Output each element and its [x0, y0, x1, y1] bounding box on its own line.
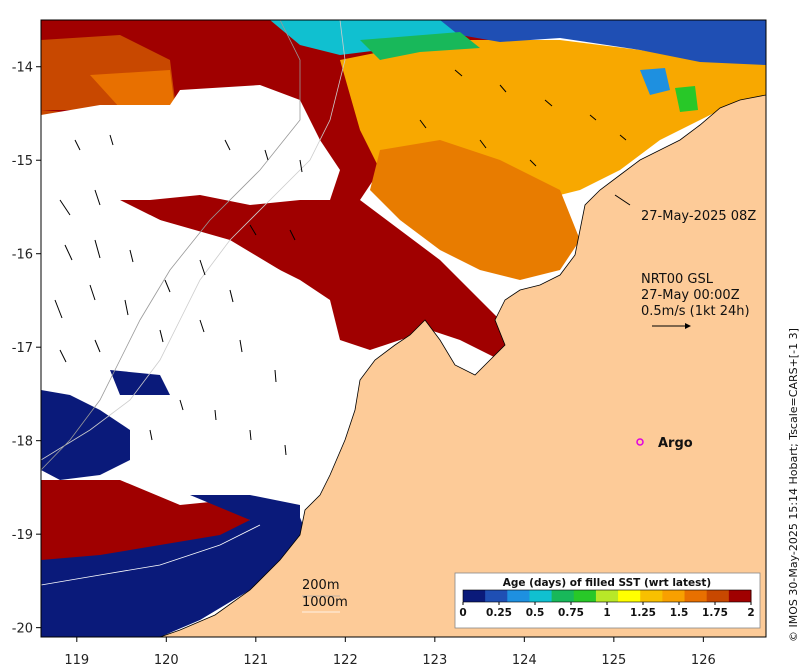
colorbar-tick-label: 1.5: [670, 607, 689, 619]
credit-text: © IMOS 30-May-2025 15:14 Hobart; Tscale=…: [787, 328, 800, 642]
x-tick-label: 122: [333, 653, 358, 668]
argo-label: Argo: [658, 436, 693, 451]
current-arrows: [54, 69, 627, 456]
colorbar-title: Age (days) of filled SST (wrt latest): [503, 577, 711, 589]
sst-age-2-region-central: [90, 195, 510, 360]
sst-age-blue-top: [430, 20, 766, 65]
x-tick-label: 125: [601, 653, 626, 668]
colorbar-tick-label: 0: [459, 607, 466, 619]
contour-1000m: [41, 20, 301, 471]
x-tick-label: 119: [64, 653, 89, 668]
current-time: 27-May 00:00Z: [641, 288, 740, 303]
y-tick-label: -14: [12, 61, 33, 76]
x-tick-label: 121: [243, 653, 268, 668]
map-area: [41, 20, 766, 637]
y-axis: -14 -15 -16 -17 -18 -19 -20: [12, 61, 41, 637]
sst-age-0-patch-small: [110, 370, 170, 395]
colorbar-tick-label: 0.75: [558, 607, 584, 619]
y-tick-label: -20: [12, 622, 33, 637]
sst-age-0-region-west: [41, 390, 130, 480]
colorbar-swatch: [706, 590, 730, 602]
timestamp-label: 27-May-2025 08Z: [641, 209, 756, 224]
x-axis: 119 120 121 122 123 124 125 126: [64, 637, 716, 668]
x-tick-label: 126: [691, 653, 716, 668]
colorbar-ticks: 0 0.25 0.5 0.75 1 1.25 1.5 1.75 2: [459, 602, 755, 619]
sst-age-lightblue-patch: [640, 68, 670, 95]
colorbar-swatch: [529, 590, 553, 602]
contour-200m: [41, 20, 346, 461]
argo-marker: [636, 438, 644, 446]
colorbar-tick-label: 1.75: [702, 607, 728, 619]
contour-1000m-label: 1000m: [302, 595, 348, 610]
plot-frame: [40, 19, 767, 638]
no-data-patch-north: [41, 85, 340, 210]
sst-age-cyan-top: [270, 20, 460, 55]
colorbar-swatch: [684, 590, 708, 602]
sst-age-1.75-region: [370, 140, 580, 280]
colorbar-swatch: [551, 590, 575, 602]
colorbar-tick-label: 0.5: [526, 607, 545, 619]
sst-age-0-region-south: [41, 505, 305, 637]
australia-land: [159, 94, 766, 637]
colorbar-tick-label: 1.25: [630, 607, 656, 619]
y-tick-label: -19: [12, 528, 33, 543]
y-tick-label: -16: [12, 248, 33, 263]
current-title: NRT00 GSL: [641, 272, 714, 287]
colorbar-swatch: [618, 590, 641, 602]
x-tick-label: 120: [154, 653, 179, 668]
colorbar-tick-label: 0.25: [486, 607, 512, 619]
x-tick-label: 123: [422, 653, 447, 668]
colorbar-swatch: [573, 590, 597, 602]
colorbar-swatch: [485, 590, 508, 602]
colorbar-tick-label: 1: [603, 607, 610, 619]
contour-200m-label: 200m: [302, 578, 339, 593]
sst-age-green-top: [360, 32, 480, 60]
x-tick-label: 124: [512, 653, 537, 668]
timestamp-leader: [614, 194, 631, 206]
y-tick-label: -18: [12, 435, 33, 450]
sst-age-0-region-coast: [190, 495, 300, 520]
colorbar-swatch: [662, 590, 686, 602]
sst-age-green-patch: [675, 86, 698, 112]
sst-age-orange-patch-2: [90, 70, 175, 110]
colorbar-swatch: [728, 590, 752, 602]
colorbar-swatch: [463, 590, 486, 602]
colorbar-swatch: [507, 590, 530, 602]
contour-south: [41, 524, 261, 586]
colorbar-swatch: [640, 590, 663, 602]
colorbar: [462, 589, 752, 603]
colorbar-swatch: [595, 590, 619, 602]
current-scale-label: 0.5m/s (1kt 24h): [641, 304, 750, 319]
sst-age-2-region-south: [41, 480, 250, 580]
y-tick-label: -15: [12, 154, 33, 169]
y-tick-label: -17: [12, 341, 33, 356]
colorbar-tick-label: 2: [747, 607, 754, 619]
